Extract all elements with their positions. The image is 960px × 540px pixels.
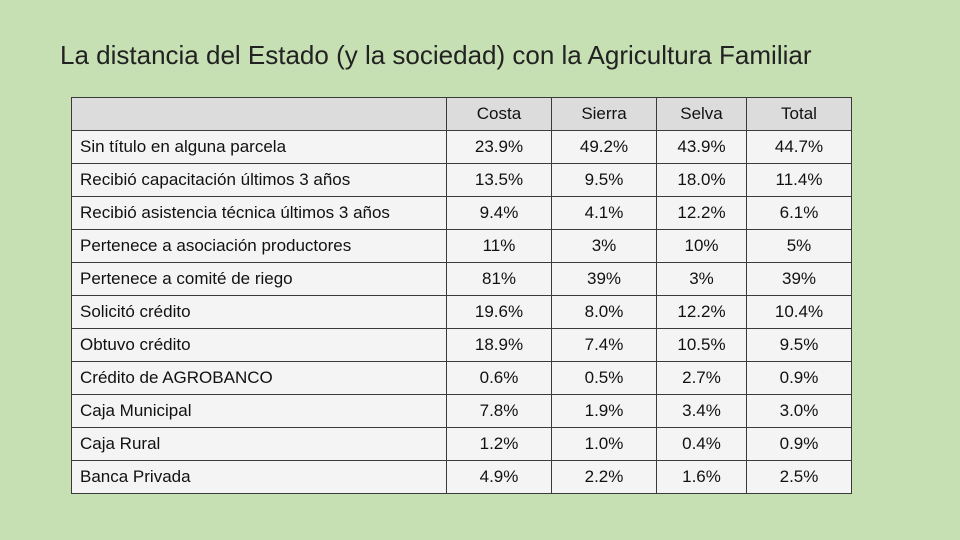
table-row: Crédito de AGROBANCO 0.6% 0.5% 2.7% 0.9% [71,361,852,395]
row-label: Pertenece a asociación productores [71,229,447,263]
cell-selva: 1.6% [656,460,747,494]
cell-total: 10.4% [746,295,852,329]
cell-costa: 1.2% [446,427,552,461]
cell-selva: 10% [656,229,747,263]
cell-selva: 3.4% [656,394,747,428]
header-cell-selva: Selva [656,97,747,131]
cell-sierra: 3% [551,229,657,263]
header-cell-costa: Costa [446,97,552,131]
cell-selva: 2.7% [656,361,747,395]
table-row: Pertenece a comité de riego 81% 39% 3% 3… [71,262,852,296]
table-row: Sin título en alguna parcela 23.9% 49.2%… [71,130,852,164]
cell-selva: 12.2% [656,295,747,329]
cell-costa: 18.9% [446,328,552,362]
cell-costa: 4.9% [446,460,552,494]
data-table-container: Costa Sierra Selva Total Sin título en a… [71,97,852,494]
cell-total: 0.9% [746,427,852,461]
cell-costa: 81% [446,262,552,296]
cell-sierra: 2.2% [551,460,657,494]
cell-costa: 9.4% [446,196,552,230]
data-table: Costa Sierra Selva Total Sin título en a… [71,97,852,494]
cell-selva: 43.9% [656,130,747,164]
row-label: Caja Municipal [71,394,447,428]
cell-selva: 3% [656,262,747,296]
row-label: Pertenece a comité de riego [71,262,447,296]
row-label: Banca Privada [71,460,447,494]
cell-costa: 13.5% [446,163,552,197]
cell-total: 6.1% [746,196,852,230]
cell-total: 0.9% [746,361,852,395]
cell-total: 44.7% [746,130,852,164]
row-label: Crédito de AGROBANCO [71,361,447,395]
row-label: Recibió capacitación últimos 3 años [71,163,447,197]
cell-sierra: 39% [551,262,657,296]
cell-total: 5% [746,229,852,263]
slide-title: La distancia del Estado (y la sociedad) … [60,40,812,70]
cell-costa: 0.6% [446,361,552,395]
table-row: Caja Rural 1.2% 1.0% 0.4% 0.9% [71,427,852,461]
cell-costa: 7.8% [446,394,552,428]
cell-sierra: 0.5% [551,361,657,395]
table-row: Obtuvo crédito 18.9% 7.4% 10.5% 9.5% [71,328,852,362]
table-row: Recibió capacitación últimos 3 años 13.5… [71,163,852,197]
row-label: Obtuvo crédito [71,328,447,362]
cell-costa: 11% [446,229,552,263]
cell-sierra: 4.1% [551,196,657,230]
row-label: Sin título en alguna parcela [71,130,447,164]
header-cell-sierra: Sierra [551,97,657,131]
cell-total: 9.5% [746,328,852,362]
cell-total: 3.0% [746,394,852,428]
table-row: Recibió asistencia técnica últimos 3 año… [71,196,852,230]
cell-costa: 19.6% [446,295,552,329]
cell-selva: 10.5% [656,328,747,362]
cell-sierra: 7.4% [551,328,657,362]
cell-sierra: 1.0% [551,427,657,461]
row-label: Recibió asistencia técnica últimos 3 año… [71,196,447,230]
cell-total: 2.5% [746,460,852,494]
row-label: Caja Rural [71,427,447,461]
cell-sierra: 9.5% [551,163,657,197]
table-row: Banca Privada 4.9% 2.2% 1.6% 2.5% [71,460,852,494]
table-row: Caja Municipal 7.8% 1.9% 3.4% 3.0% [71,394,852,428]
table-header-row: Costa Sierra Selva Total [71,97,852,131]
cell-selva: 18.0% [656,163,747,197]
cell-sierra: 1.9% [551,394,657,428]
table-row: Pertenece a asociación productores 11% 3… [71,229,852,263]
cell-total: 11.4% [746,163,852,197]
cell-total: 39% [746,262,852,296]
cell-costa: 23.9% [446,130,552,164]
cell-sierra: 8.0% [551,295,657,329]
cell-selva: 0.4% [656,427,747,461]
table-row: Solicitó crédito 19.6% 8.0% 12.2% 10.4% [71,295,852,329]
header-cell-total: Total [746,97,852,131]
row-label: Solicitó crédito [71,295,447,329]
header-cell-empty [71,97,447,131]
cell-selva: 12.2% [656,196,747,230]
cell-sierra: 49.2% [551,130,657,164]
